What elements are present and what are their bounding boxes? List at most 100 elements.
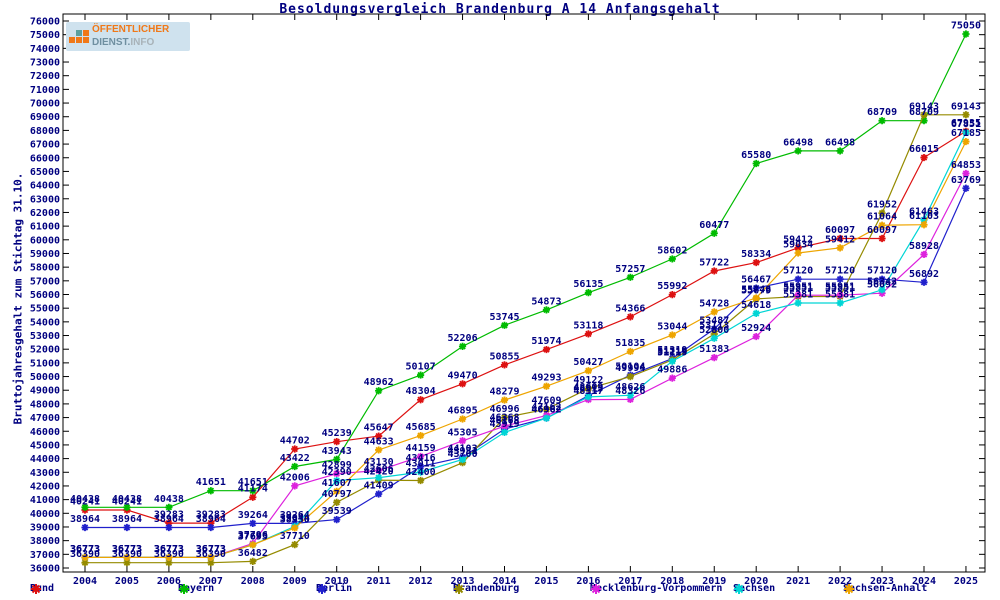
data-point-marker <box>417 452 425 461</box>
data-point-marker <box>668 255 676 263</box>
data-point-marker <box>752 332 760 341</box>
data-point-label: 60097 <box>825 225 855 236</box>
data-point-label: 55851 <box>783 283 813 294</box>
data-point-marker <box>375 446 383 454</box>
data-point-marker <box>542 345 551 354</box>
data-point-label: 49122 <box>573 375 603 386</box>
data-point-marker <box>542 405 551 413</box>
svg-text:73000: 73000 <box>30 58 60 69</box>
data-point-marker <box>291 482 299 490</box>
svg-text:61000: 61000 <box>30 222 60 233</box>
series-line-sachsen <box>85 132 967 559</box>
data-point-label: 59412 <box>825 234 855 245</box>
legend-label: Sachsen-Anhalt <box>843 583 928 594</box>
point-labels-layer: 40241 40241 39283 39283 41174 44702 45239 45647… <box>70 20 981 560</box>
data-point-marker <box>710 229 718 237</box>
data-point-label: 50104 <box>615 362 645 373</box>
data-point-marker <box>458 415 467 423</box>
data-point-marker <box>542 306 551 314</box>
data-point-label: 38964 <box>154 514 184 525</box>
svg-text:44000: 44000 <box>30 454 60 465</box>
data-point-label: 42006 <box>280 472 310 483</box>
data-point-label: 44702 <box>280 436 310 447</box>
data-point-label: 42400 <box>406 467 436 478</box>
svg-text:2007: 2007 <box>199 576 223 587</box>
legend-item-sachsen-anhalt: Sachsen-Anhalt <box>843 583 927 594</box>
svg-text:2016: 2016 <box>576 576 600 587</box>
oeffentlicher-dienst-logo: ÖFFENTLICHER DIENST.INFO <box>66 22 190 51</box>
data-point-label: 36390 <box>154 549 184 560</box>
legend-label: Mecklenburg-Vorpommern <box>590 583 723 594</box>
data-point-label: 46168 <box>489 415 519 426</box>
data-point-label: 56892 <box>909 269 939 280</box>
svg-text:40000: 40000 <box>30 509 60 520</box>
svg-text:41000: 41000 <box>30 495 60 506</box>
data-point-marker <box>165 503 173 511</box>
data-point-label: 46962 <box>531 405 561 416</box>
legend-item-bund: Bund <box>30 583 54 594</box>
data-point-marker <box>417 476 425 485</box>
legend-marker-icon <box>734 584 744 594</box>
data-point-marker <box>458 380 467 388</box>
data-point-label: 43931 <box>447 446 477 457</box>
data-point-label: 52800 <box>699 325 729 336</box>
data-point-label: 57120 <box>825 266 855 277</box>
data-point-label: 48279 <box>489 387 519 398</box>
data-point-label: 42606 <box>364 464 394 475</box>
data-point-label: 45919 <box>489 419 519 430</box>
data-point-label: 61103 <box>909 211 939 222</box>
svg-text:42000: 42000 <box>30 481 60 492</box>
data-point-label: 51319 <box>657 345 687 356</box>
data-point-marker <box>878 221 886 229</box>
data-point-marker <box>626 347 634 356</box>
data-point-marker <box>584 289 592 297</box>
data-point-label: 36773 <box>154 544 184 555</box>
data-point-label: 61952 <box>867 200 897 211</box>
data-point-marker <box>752 294 760 302</box>
data-point-label: 46895 <box>447 406 477 417</box>
data-point-label: 41651 <box>196 477 226 488</box>
data-point-marker <box>710 334 718 342</box>
data-point-marker <box>123 523 131 532</box>
data-point-label: 57120 <box>867 266 897 277</box>
legend-label: Bund <box>30 583 55 594</box>
data-point-marker <box>249 557 257 566</box>
data-point-label: 58928 <box>909 241 939 252</box>
data-point-label: 48304 <box>406 386 436 397</box>
legend-marker-icon <box>844 584 854 594</box>
data-point-marker <box>668 374 676 382</box>
data-point-marker <box>710 354 718 362</box>
data-point-label: 51974 <box>531 336 561 347</box>
svg-text:76000: 76000 <box>30 17 60 28</box>
data-point-label: 57722 <box>699 257 729 268</box>
data-point-marker <box>668 331 676 339</box>
data-point-label: 56342 <box>867 276 897 287</box>
data-point-label: 68709 <box>909 107 939 118</box>
data-point-marker <box>794 244 802 252</box>
data-point-marker <box>836 299 844 307</box>
svg-text:59000: 59000 <box>30 249 60 260</box>
svg-text:36000: 36000 <box>30 564 60 575</box>
data-point-label: 43130 <box>364 457 394 468</box>
data-point-label: 60097 <box>867 225 897 236</box>
svg-text:56000: 56000 <box>30 290 60 301</box>
data-point-marker <box>626 373 634 381</box>
series-line-bayern <box>85 33 967 508</box>
data-point-label: 55679 <box>741 285 771 296</box>
data-point-label: 36773 <box>112 544 142 555</box>
data-point-label: 50107 <box>406 362 436 373</box>
data-point-marker <box>165 559 173 567</box>
plot-border <box>62 13 986 573</box>
series-line-brandenburg <box>85 114 966 564</box>
data-point-marker <box>333 477 341 485</box>
data-point-label: 36773 <box>196 544 226 555</box>
svg-text:74000: 74000 <box>30 44 60 55</box>
svg-text:69000: 69000 <box>30 112 60 123</box>
data-point-label: 36773 <box>196 544 226 555</box>
data-point-label: 40438 <box>154 494 184 505</box>
data-point-label: 48513 <box>573 383 603 394</box>
svg-text:71000: 71000 <box>30 85 60 96</box>
legend-item-mecklenburg-vorpommern: Mecklenburg-Vorpommern <box>590 583 722 594</box>
data-point-marker <box>249 519 257 527</box>
